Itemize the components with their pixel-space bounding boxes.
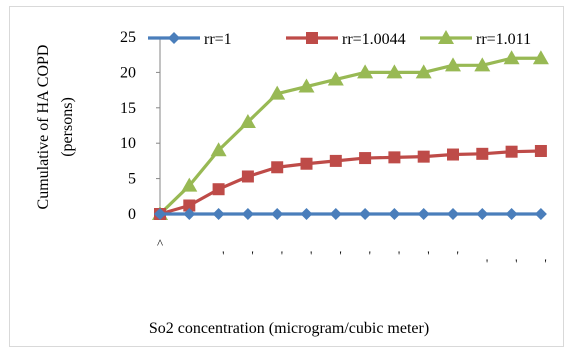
y-tick-label: 0 bbox=[128, 206, 136, 223]
data-point bbox=[300, 208, 313, 220]
x-tick-label: ^ bbox=[157, 236, 163, 251]
legend-marker bbox=[306, 32, 318, 44]
x-tick-label: ' bbox=[486, 256, 488, 271]
x-tick-label: ' bbox=[281, 248, 283, 263]
data-point bbox=[327, 71, 344, 86]
data-point bbox=[388, 208, 401, 220]
x-tick-label: ' bbox=[251, 248, 253, 263]
data-point bbox=[415, 64, 432, 79]
y-axis-label: Cumulative of HA COPD bbox=[35, 45, 52, 210]
x-axis-label: So2 concentration (microgram/cubic meter… bbox=[149, 320, 429, 337]
x-tick-label: ' bbox=[427, 248, 429, 263]
data-point bbox=[298, 78, 315, 93]
data-point bbox=[534, 208, 547, 220]
data-point bbox=[241, 208, 254, 220]
data-point bbox=[212, 183, 225, 196]
series-line bbox=[159, 149, 541, 216]
legend-marker bbox=[438, 30, 454, 44]
data-point bbox=[386, 64, 403, 79]
data-point bbox=[417, 208, 430, 220]
data-point bbox=[447, 148, 459, 161]
data-point bbox=[300, 157, 313, 170]
legend-label: rr=1.0044 bbox=[342, 31, 406, 48]
data-point bbox=[359, 152, 372, 165]
data-point bbox=[271, 208, 284, 220]
data-point bbox=[329, 208, 342, 220]
data-point bbox=[534, 144, 547, 157]
data-point bbox=[474, 57, 491, 72]
data-point bbox=[269, 85, 286, 100]
data-point bbox=[183, 208, 196, 220]
data-point bbox=[476, 147, 489, 160]
data-point bbox=[329, 154, 342, 167]
x-tick-label: ' bbox=[515, 256, 517, 271]
x-tick-label: ' bbox=[398, 248, 400, 263]
data-point bbox=[212, 208, 225, 220]
data-point bbox=[503, 50, 520, 65]
x-tick-label: ' bbox=[222, 248, 224, 263]
data-point bbox=[181, 177, 198, 192]
data-point bbox=[388, 151, 401, 164]
data-point bbox=[505, 208, 518, 220]
data-point bbox=[476, 208, 489, 220]
data-point bbox=[239, 113, 256, 128]
data-point bbox=[447, 208, 459, 220]
x-tick-label: ' bbox=[369, 248, 371, 263]
data-point bbox=[417, 150, 430, 163]
y-tick-label: 20 bbox=[120, 64, 136, 81]
series-layer bbox=[152, 50, 549, 220]
data-point bbox=[445, 57, 461, 72]
x-tick-label: ' bbox=[339, 248, 341, 263]
y-tick-label: 25 bbox=[120, 29, 136, 46]
data-point bbox=[210, 142, 227, 157]
y-tick-label: 15 bbox=[120, 100, 136, 117]
data-point bbox=[357, 64, 374, 79]
data-point bbox=[154, 208, 166, 220]
data-point bbox=[241, 170, 254, 183]
data-point bbox=[359, 208, 372, 220]
y-tick-label: 5 bbox=[128, 171, 136, 188]
y-axis-label-unit: (persons) bbox=[59, 97, 76, 157]
x-tick-label: ' bbox=[544, 256, 546, 271]
y-tick-label: 10 bbox=[120, 135, 136, 152]
x-tick-label: ' bbox=[310, 248, 312, 263]
data-point bbox=[532, 50, 549, 65]
legend-label: rr=1 bbox=[204, 31, 232, 48]
data-point bbox=[271, 161, 284, 174]
series-line bbox=[158, 56, 541, 216]
legend: rr=1 rr=1.0044 rr=1.011 bbox=[148, 30, 531, 48]
data-point bbox=[505, 145, 518, 158]
x-tick-label: ' bbox=[457, 248, 459, 263]
legend-label: rr=1.011 bbox=[476, 31, 531, 48]
legend-marker bbox=[168, 32, 180, 44]
data-point bbox=[183, 199, 196, 212]
